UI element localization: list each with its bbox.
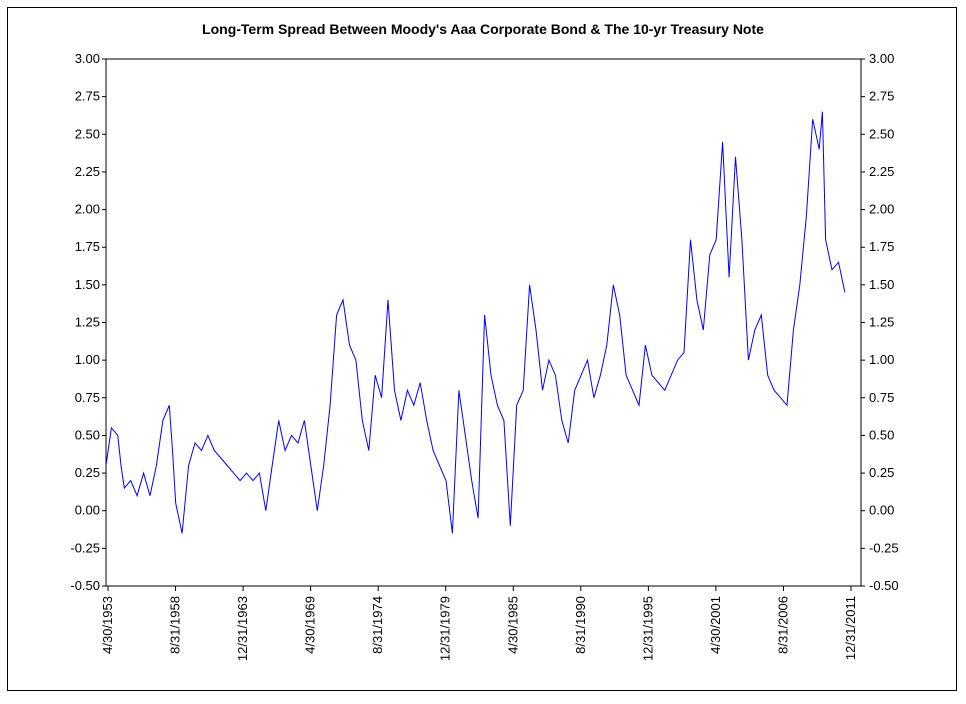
- y-tick-label-right: 1.00: [869, 352, 894, 367]
- x-tick-label: 8/31/1958: [168, 596, 183, 654]
- y-tick-label-left: 1.25: [75, 315, 100, 330]
- y-tick-label-right: 2.00: [869, 202, 894, 217]
- y-tick-label-left: 1.50: [75, 277, 100, 292]
- y-tick-label-left: 2.25: [75, 164, 100, 179]
- y-tick-label-left: 3.00: [75, 51, 100, 66]
- y-axis-left: 3.00 2.75 2.50 2.25 2.00 1.75 1.50 1.25 1.00 0.75…: [70, 51, 106, 593]
- x-tick-label: 12/31/2011: [843, 596, 858, 660]
- x-tick-label: 8/31/1990: [573, 596, 588, 654]
- y-tick-label-left: -0.25: [70, 540, 100, 555]
- y-tick-label-left: -0.50: [70, 578, 100, 593]
- y-tick-label-left: 2.50: [75, 126, 100, 141]
- y-tick-label-right: 0.75: [869, 390, 894, 405]
- y-tick-label-right: 0.00: [869, 503, 894, 518]
- y-tick-label-left: 1.00: [75, 352, 100, 367]
- x-tick-label: 12/31/1979: [438, 596, 453, 661]
- y-tick-label-right: 2.25: [869, 164, 894, 179]
- y-tick-label-left: 2.75: [75, 89, 100, 104]
- y-tick-label-right: 0.25: [869, 465, 894, 480]
- y-tick-label-left: 0.75: [75, 390, 100, 405]
- x-tick-label: 8/31/1974: [370, 596, 385, 654]
- x-tick-label: 8/31/2006: [775, 596, 790, 654]
- chart-frame: [7, 7, 957, 691]
- y-tick-label-left: 0.50: [75, 427, 100, 442]
- x-tick-label: 12/31/1995: [640, 596, 655, 661]
- y-axis-right: 3.00 2.75 2.50 2.25 2.00 1.75 1.50 1.25 1.00 0.75…: [861, 51, 899, 593]
- y-tick-label-right: 3.00: [869, 51, 894, 66]
- y-tick-label-right: 1.50: [869, 277, 894, 292]
- y-tick-label-right: -0.50: [869, 578, 899, 593]
- x-tick-label: 4/30/2001: [708, 596, 723, 654]
- x-tick-label: 4/30/1953: [100, 596, 115, 654]
- y-tick-label-right: 2.50: [869, 126, 894, 141]
- y-tick-label-left: 2.00: [75, 202, 100, 217]
- y-tick-label-right: 0.50: [869, 427, 894, 442]
- y-tick-label-left: 0.00: [75, 503, 100, 518]
- y-tick-label-right: 2.75: [869, 89, 894, 104]
- x-axis: 4/30/1953 8/31/1958 12/31/1963 4/30/1969 8/3…: [100, 586, 858, 661]
- x-tick-label: 4/30/1969: [303, 596, 318, 654]
- y-tick-label-left: 0.25: [75, 465, 100, 480]
- y-tick-label-left: 1.75: [75, 239, 100, 254]
- y-tick-label-right: 1.25: [869, 315, 894, 330]
- series-line: [105, 111, 846, 534]
- x-tick-label: 4/30/1985: [505, 596, 520, 654]
- chart-title: Long-Term Spread Between Moody's Aaa Cor…: [202, 21, 764, 37]
- y-tick-label-right: 1.75: [869, 239, 894, 254]
- x-tick-label: 12/31/1963: [235, 596, 250, 661]
- y-tick-label-right: -0.25: [869, 540, 899, 555]
- plot-area-border: [105, 58, 862, 587]
